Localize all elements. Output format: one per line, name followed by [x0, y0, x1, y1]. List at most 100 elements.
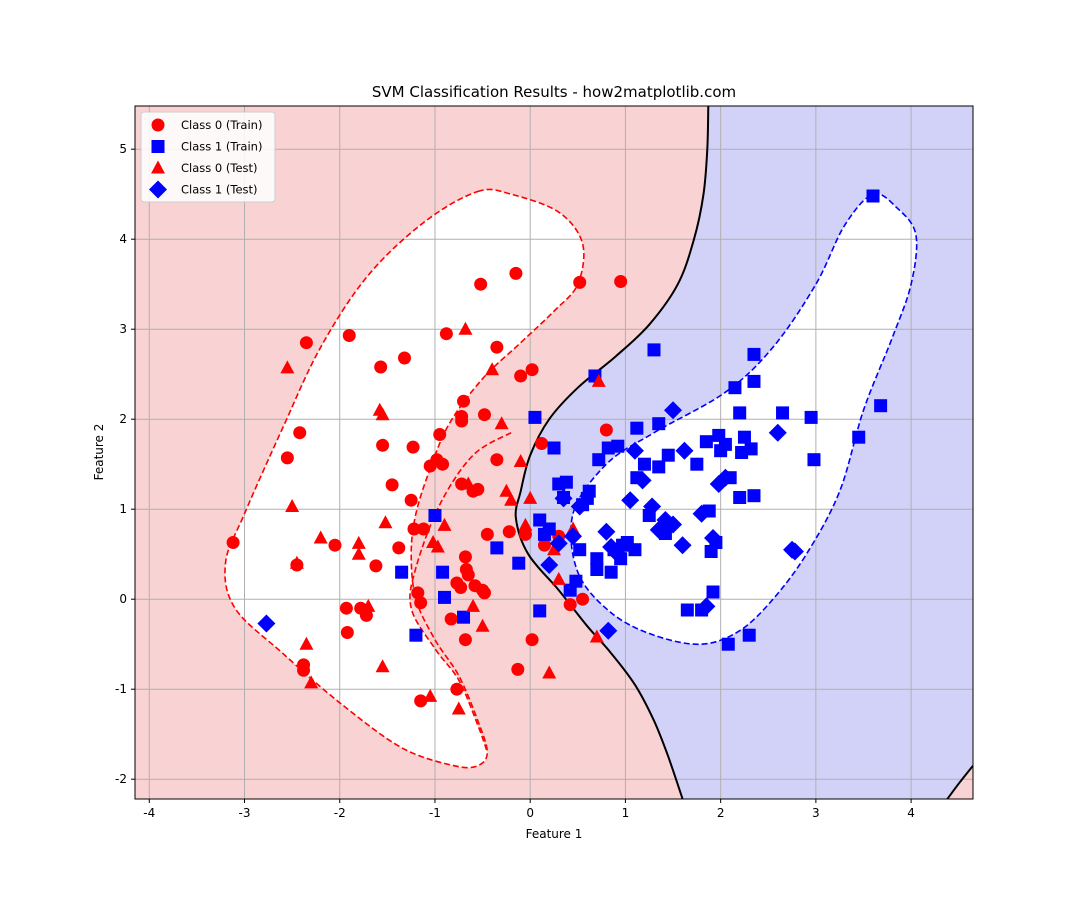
y-axis-label: Feature 2 [92, 424, 106, 481]
data-point-circle [340, 626, 354, 639]
data-point-circle [474, 277, 488, 291]
data-point-circle [406, 440, 420, 454]
data-point-square [852, 430, 866, 444]
data-point-square [428, 509, 442, 522]
data-point-circle [293, 426, 307, 440]
data-point-triangle [504, 492, 519, 506]
data-point-square [706, 585, 720, 599]
data-point-square [776, 406, 790, 420]
data-point-diamond [692, 504, 711, 523]
data-point-triangle [313, 530, 328, 544]
data-point-square [628, 543, 642, 557]
data-point-square [747, 489, 761, 503]
data-point-square [733, 406, 747, 420]
series-2 [280, 321, 606, 715]
data-point-diamond [704, 529, 723, 547]
x-tick-label: 1 [622, 806, 630, 820]
data-point-triangle [466, 598, 481, 612]
data-point-diamond [549, 534, 568, 553]
data-point-triangle [378, 515, 393, 529]
data-point-triangle [475, 618, 490, 632]
data-point-square [721, 637, 735, 651]
data-point-diamond [768, 423, 787, 442]
data-point-square [457, 610, 471, 624]
data-point-square [569, 574, 583, 588]
data-point-circle [450, 682, 464, 696]
data-point-diamond [257, 614, 276, 633]
data-point-square [690, 457, 704, 471]
data-point-triangle [518, 517, 533, 531]
data-point-triangle [458, 321, 473, 335]
legend-label: Class 1 (Train) [181, 140, 262, 154]
data-point-circle [502, 525, 516, 539]
class-1-margin [569, 192, 918, 646]
data-point-triangle [499, 483, 514, 497]
data-point-circle [376, 438, 390, 452]
data-point-triangle [280, 360, 295, 374]
data-point-triangle [591, 373, 606, 387]
data-point-circle [433, 428, 447, 441]
data-point-diamond [599, 621, 618, 640]
data-point-diamond [540, 556, 559, 574]
data-point-circle [280, 451, 294, 465]
data-point-square [590, 552, 604, 566]
data-point-square [542, 522, 556, 536]
data-point-diamond [664, 401, 683, 420]
decision-boundary [514, 106, 710, 799]
data-point-circle [573, 275, 587, 289]
x-tick-label: -3 [239, 806, 251, 820]
data-point-square [742, 628, 756, 642]
data-point-circle [328, 538, 342, 552]
data-point-triangle [547, 542, 561, 556]
y-tick-label: 4 [119, 232, 127, 246]
data-point-square [590, 563, 604, 576]
data-point-circle [614, 275, 628, 288]
data-point-triangle [551, 571, 566, 585]
data-point-square [652, 417, 666, 431]
data-point-diamond [675, 441, 694, 460]
data-point-circle [444, 612, 458, 626]
data-point-square [533, 604, 547, 618]
data-point-triangle [304, 675, 319, 689]
data-point-triangle [451, 701, 466, 715]
data-point-square [409, 628, 423, 642]
data-point-square [512, 556, 526, 570]
data-point-square [804, 410, 818, 424]
data-point-circle [599, 423, 613, 437]
data-point-circle [359, 608, 373, 622]
data-point-circle [576, 592, 590, 606]
data-point-triangle [351, 535, 366, 549]
data-point-circle [525, 363, 539, 377]
data-point-circle [454, 581, 468, 594]
data-point-circle [471, 482, 485, 496]
data-point-triangle [485, 362, 500, 376]
data-point-triangle [461, 476, 476, 490]
data-point-square [866, 189, 880, 203]
x-tick-label: 3 [812, 806, 820, 820]
data-point-square [744, 442, 758, 456]
data-point-square [699, 435, 713, 449]
data-point-circle [369, 559, 383, 573]
y-tick-label: -2 [115, 772, 127, 786]
data-point-diamond [633, 471, 652, 490]
data-point-circle [439, 327, 453, 341]
data-point-square [611, 439, 625, 453]
data-point-diamond [697, 597, 716, 616]
legend-marker-square [151, 140, 165, 153]
x-axis-label: Feature 1 [526, 827, 583, 841]
y-tick-label: 5 [119, 142, 127, 156]
data-point-square [559, 475, 573, 489]
data-point-square [528, 410, 542, 424]
contours [224, 106, 973, 799]
class-0-margin-inner [409, 432, 512, 753]
data-point-diamond [608, 545, 627, 564]
data-point-circle [480, 527, 494, 541]
data-point-circle [490, 453, 504, 467]
data-point-diamond [716, 468, 735, 487]
data-point-circle [392, 541, 406, 555]
data-point-diamond [554, 489, 573, 508]
data-point-circle [374, 360, 388, 374]
data-point-circle [414, 694, 428, 708]
data-point-square [604, 565, 618, 579]
